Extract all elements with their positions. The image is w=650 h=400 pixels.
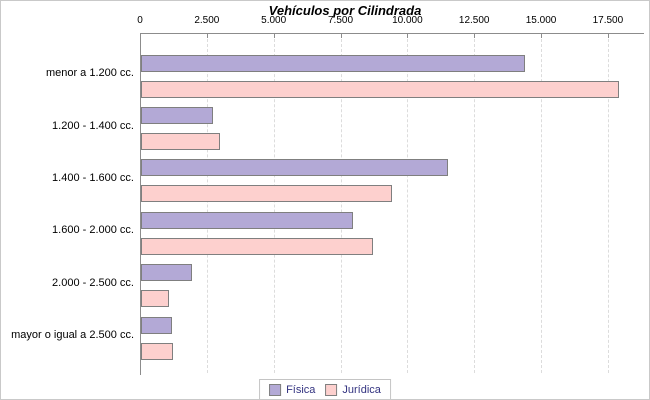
bar-juridica <box>141 342 173 360</box>
category-label: mayor o igual a 2.500 cc. <box>11 329 134 342</box>
legend: Física Jurídica <box>259 379 391 399</box>
axis-tick <box>340 34 342 38</box>
axis-tick <box>206 34 208 38</box>
legend-swatch-juridica <box>325 383 338 396</box>
gridline <box>474 34 476 373</box>
category-label: 1.600 - 2.000 cc. <box>52 224 134 237</box>
axis-tick <box>474 34 476 38</box>
bar-juridica <box>141 132 220 150</box>
bar-fisica <box>141 106 213 124</box>
bar-juridica <box>141 290 169 308</box>
axis-tick-label: 17.500 <box>592 15 624 26</box>
bar-juridica <box>141 237 373 255</box>
axis-tick-label: 0 <box>137 15 143 26</box>
gridline <box>206 34 208 373</box>
axis-tick-label: 15.000 <box>525 15 557 26</box>
axis-tick-label: 7.500 <box>328 15 354 26</box>
category-axis-line <box>140 33 141 375</box>
gridline <box>607 34 609 373</box>
axis-tick <box>273 34 275 38</box>
axis-tick-label: 2.500 <box>194 15 220 26</box>
axis-tick-label: 5.000 <box>261 15 287 26</box>
axis-tick <box>541 34 543 38</box>
chart-title: Vehículos por Cilindrada <box>268 3 422 18</box>
legend-entry-fisica: Física <box>269 383 316 396</box>
bar-fisica <box>141 316 172 334</box>
bar-juridica <box>141 185 392 203</box>
bar-fisica <box>141 264 192 282</box>
legend-swatch-fisica <box>269 383 282 396</box>
axis-tick <box>407 34 409 38</box>
category-label: 2.000 - 2.500 cc. <box>52 276 134 289</box>
gridline <box>541 34 543 373</box>
category-label: 1.200 - 1.400 cc. <box>52 119 134 132</box>
axis-tick-label: 10.000 <box>392 15 423 26</box>
gridline <box>340 34 342 373</box>
category-label: 1.400 - 1.600 cc. <box>52 172 134 184</box>
gridline <box>273 34 275 373</box>
legend-label-juridica: Jurídica <box>342 383 381 396</box>
bar-fisica <box>141 159 448 177</box>
axis-tick <box>607 34 609 38</box>
bar-fisica <box>141 54 525 72</box>
legend-label-fisica: Física <box>286 383 316 396</box>
bar-fisica <box>141 211 353 229</box>
category-label: menor a 1.200 cc. <box>45 67 134 80</box>
bar-juridica <box>141 80 619 98</box>
legend-entry-juridica: Jurídica <box>325 383 381 396</box>
gridline <box>407 34 409 373</box>
axis-tick-label: 12.500 <box>458 15 490 26</box>
value-axis-line <box>140 33 644 34</box>
